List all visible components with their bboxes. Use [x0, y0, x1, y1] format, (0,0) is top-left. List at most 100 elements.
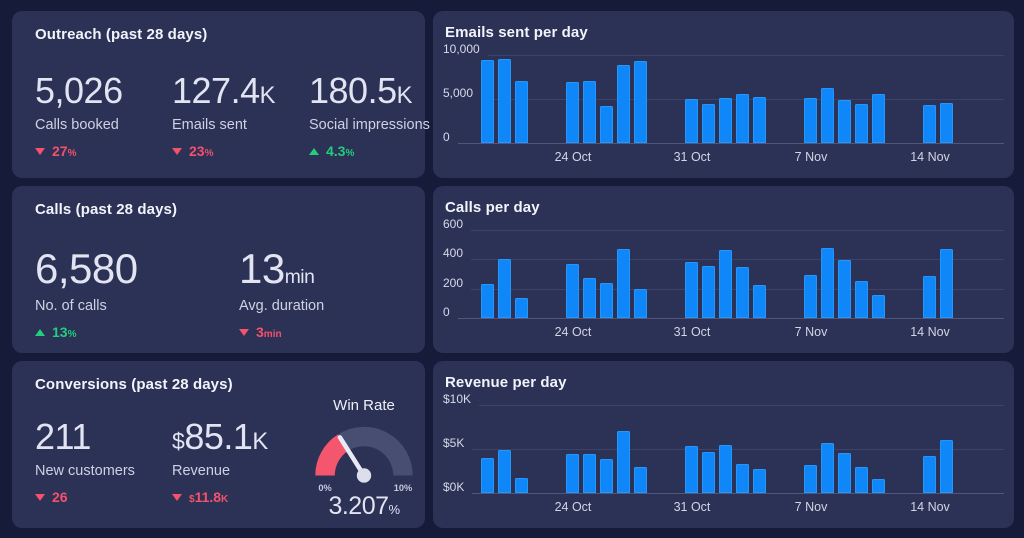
bar[interactable] [481, 60, 494, 143]
gridline-row: $0K [443, 478, 1004, 494]
bar[interactable] [753, 97, 766, 143]
bar[interactable] [583, 278, 596, 318]
trend-indicator: $11.8K [172, 489, 302, 505]
bar-group: 31 Oct [674, 250, 766, 339]
card-revenue-per-day: Revenue per day $10K $5K $0K 24 Oct 31 Oct 7 … [433, 361, 1014, 528]
metric-value: 13min [239, 248, 324, 290]
bar[interactable] [583, 81, 596, 143]
bar[interactable] [515, 478, 528, 493]
bar[interactable] [566, 264, 579, 318]
bar[interactable] [940, 103, 953, 143]
bar[interactable] [872, 295, 885, 318]
value-main: 13 [239, 245, 285, 292]
bar[interactable] [719, 250, 732, 318]
bar[interactable] [600, 106, 613, 143]
bar[interactable] [498, 59, 511, 143]
trend-indicator: 27% [35, 143, 172, 159]
y-axis-tick-label: 200 [443, 275, 464, 290]
bar[interactable] [753, 469, 766, 493]
bar[interactable] [804, 465, 817, 493]
value-main: 127.4 [172, 70, 260, 111]
calls-chart-plot: 600 400 200 0 24 Oct 31 Oct 7 Nov 14 Nov [443, 218, 1006, 342]
bar[interactable] [634, 289, 647, 318]
bar[interactable] [634, 467, 647, 493]
bar[interactable] [600, 459, 613, 493]
bar-group: 24 Oct [555, 249, 647, 339]
gridline [472, 493, 1004, 494]
y-axis-tick-label: 0 [443, 130, 450, 144]
bar[interactable] [515, 298, 528, 318]
bar[interactable] [617, 249, 630, 318]
trend-arrow-icon [309, 147, 319, 155]
trend-indicator: 26 [35, 489, 172, 505]
bar[interactable] [685, 262, 698, 318]
trend-text: 23% [189, 143, 214, 159]
bar[interactable] [736, 464, 749, 493]
gridline-row: 0 [443, 303, 1004, 319]
bar[interactable] [838, 260, 851, 318]
bar[interactable] [736, 94, 749, 143]
metric-label: Social impressions [309, 117, 430, 133]
bar[interactable] [719, 445, 732, 493]
bar-group: 7 Nov [795, 248, 885, 339]
bar[interactable] [685, 99, 698, 143]
bar[interactable] [821, 88, 834, 143]
bar[interactable] [481, 284, 494, 318]
bar[interactable] [566, 82, 579, 143]
bar[interactable] [702, 266, 715, 318]
bar[interactable] [515, 81, 528, 143]
card-conversions: Conversions (past 28 days) 211 New custo… [12, 361, 425, 528]
bar[interactable] [821, 443, 834, 493]
bar[interactable] [634, 61, 647, 143]
bar[interactable] [940, 440, 953, 493]
bar[interactable] [872, 479, 885, 493]
bar[interactable] [498, 259, 511, 318]
y-axis-tick-label: $5K [443, 436, 465, 450]
y-axis-tick-label: 10,000 [443, 42, 480, 56]
bar[interactable] [804, 275, 817, 318]
bar[interactable] [617, 65, 630, 143]
bar[interactable] [821, 248, 834, 318]
bar[interactable] [923, 105, 936, 143]
gauge-needle [337, 435, 367, 478]
bar[interactable] [923, 276, 936, 318]
trend-arrow-icon [35, 147, 45, 155]
bar[interactable] [838, 100, 851, 143]
metrics-row: 5,026 Calls booked 27% 127.4K Emails sen… [22, 70, 430, 159]
gridline-row: $5K [443, 434, 1004, 450]
y-axis-tick-label: $0K [443, 480, 465, 494]
x-axis-label: 24 Oct [554, 500, 592, 514]
gridline-row: 600 [443, 215, 1004, 231]
bar[interactable] [566, 454, 579, 493]
bar[interactable] [804, 98, 817, 143]
bar[interactable] [940, 249, 953, 318]
bar[interactable] [617, 431, 630, 493]
bar[interactable] [838, 453, 851, 493]
y-axis-tick-label: 0 [443, 305, 450, 319]
trend-arrow-icon [35, 493, 45, 501]
bar-group: 7 Nov [795, 443, 885, 514]
bar[interactable] [719, 98, 732, 143]
bar-group: 24 Oct [555, 431, 647, 514]
gauge-min-label: 0% [318, 483, 331, 493]
bar[interactable] [481, 458, 494, 493]
value-main: 180.5 [309, 70, 397, 111]
bar[interactable] [498, 450, 511, 493]
bar[interactable] [583, 454, 596, 493]
metric-label: Avg. duration [239, 298, 325, 314]
bar[interactable] [855, 467, 868, 493]
bar[interactable] [685, 446, 698, 493]
bar[interactable] [872, 94, 885, 143]
bar[interactable] [702, 452, 715, 493]
bar[interactable] [923, 456, 936, 493]
bar[interactable] [753, 285, 766, 318]
bar[interactable] [855, 104, 868, 143]
bar[interactable] [855, 281, 868, 318]
bars-area: 24 Oct 31 Oct 7 Nov 14 Nov [481, 230, 953, 339]
value-main: 5,026 [35, 70, 123, 111]
bar[interactable] [736, 267, 749, 318]
bar[interactable] [600, 283, 613, 318]
bar[interactable] [702, 104, 715, 143]
metric-value: 127.4K [172, 73, 309, 109]
x-axis-label: 31 Oct [673, 325, 711, 339]
